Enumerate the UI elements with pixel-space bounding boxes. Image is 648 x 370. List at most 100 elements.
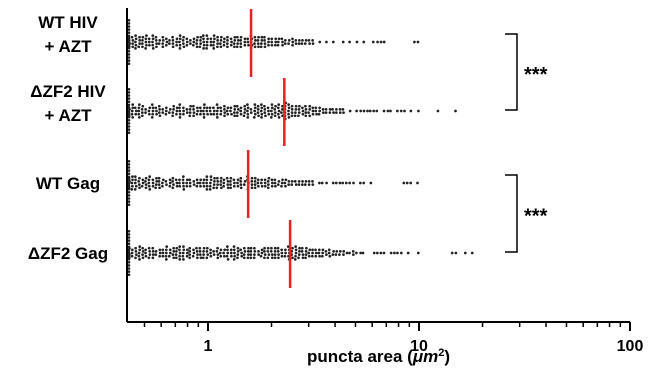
data-point [253,246,256,250]
data-point [130,112,134,116]
data-point [127,19,131,22]
data-point [409,181,413,185]
data-point [127,97,131,100]
data-point [205,246,209,250]
data-point [311,251,314,255]
data-point [328,111,332,114]
data-point [202,37,205,41]
data-point [127,169,131,172]
data-point [216,180,220,183]
data-point [182,245,185,248]
data-point [413,40,416,44]
data-point [263,111,267,114]
data-point [161,39,165,42]
data-point [185,181,189,185]
data-point [450,251,454,255]
data-point [147,37,151,41]
data-point [233,251,236,255]
data-point [263,45,267,49]
data-point [168,181,172,185]
data-point [284,178,288,182]
data-point [205,43,209,47]
data-point [243,180,247,183]
data-point [202,184,206,188]
data-point [331,181,335,185]
data-point [235,104,239,108]
data-point [280,184,283,188]
data-point [267,40,270,44]
data-point [263,256,266,260]
data-point [178,245,182,248]
data-point [307,254,311,258]
data-point [141,253,144,256]
data-point [341,181,345,185]
data-point [137,45,141,49]
data-point [348,109,352,113]
data-point [131,103,135,106]
data-point [328,108,332,111]
data-point [127,203,131,206]
data-point [226,186,230,190]
data-point [212,40,216,44]
data-point [131,106,135,110]
data-point [141,35,145,39]
data-point [178,116,182,119]
data-point [130,109,134,113]
data-point [127,103,131,107]
data-point [196,256,199,260]
data-point [154,35,158,39]
data-point [127,230,131,233]
data-point [267,37,270,41]
data-point [284,248,287,252]
data-point [206,112,209,116]
data-point [287,183,290,186]
data-point [127,94,131,97]
data-point [308,114,312,118]
data-point [137,109,141,113]
data-point [223,37,226,41]
data-point [208,109,212,113]
data-point [164,112,168,116]
data-point [263,35,266,39]
data-point [376,40,379,44]
data-point [134,34,137,37]
data-point [253,103,257,106]
data-point [267,183,270,186]
data-point [185,108,189,111]
data-point [148,43,151,47]
data-point [182,184,185,188]
data-point [301,253,305,256]
data-point [247,253,250,256]
data-point [178,181,181,185]
data-point [212,183,216,186]
data-point [157,104,161,108]
data-point [308,248,312,252]
data-point [301,180,304,183]
data-point [155,109,158,113]
data-point [127,200,131,203]
data-point [205,250,209,253]
data-point [240,254,244,258]
data-point [199,256,203,260]
data-point [297,180,301,183]
data-point [246,250,250,253]
data-point [198,45,202,49]
data-point [161,45,165,49]
data-point [154,106,158,110]
data-point [257,253,260,256]
data-point [259,42,263,45]
data-point [331,253,335,256]
data-point [331,108,334,111]
data-point [127,37,131,41]
data-point [131,45,135,49]
data-point [141,246,144,250]
data-point [274,184,277,188]
data-point [205,256,209,260]
data-point [127,172,131,175]
data-point [198,246,202,250]
data-point [287,109,290,113]
data-point [127,62,131,65]
data-point [188,108,192,111]
data-point [280,108,284,111]
data-point [362,40,366,44]
